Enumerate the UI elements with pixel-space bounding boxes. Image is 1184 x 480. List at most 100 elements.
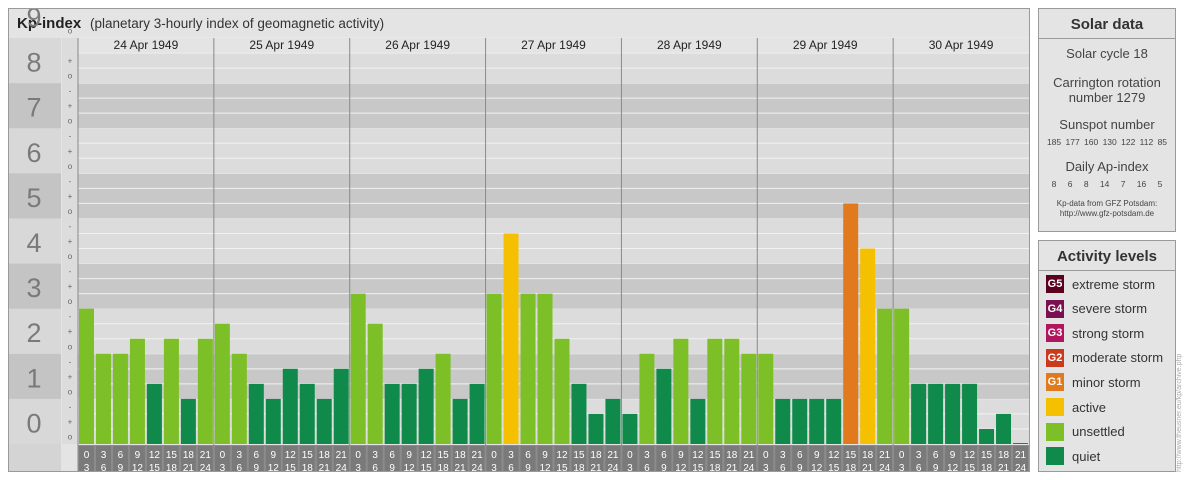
hour-cell [758, 446, 774, 471]
minor-mark: + [68, 417, 73, 426]
legend-swatch [1046, 447, 1064, 466]
y-tick-label: 9 [26, 9, 41, 32]
legend-item: unsettled [1046, 422, 1125, 441]
hour-end-label: 24 [1015, 463, 1027, 471]
hour-start-label: 3 [372, 450, 378, 461]
kp-bar [911, 383, 927, 444]
minor-mark: - [69, 312, 72, 321]
hour-start-label: 12 [828, 450, 840, 461]
kp-bar [95, 353, 111, 444]
hour-start-label: 18 [726, 450, 738, 461]
y-axis-cell [9, 398, 61, 444]
hour-cell [520, 446, 536, 471]
hour-start-label: 3 [780, 450, 786, 461]
hour-start-label: 18 [455, 450, 467, 461]
kp-bar [350, 293, 366, 444]
minor-mark: o [68, 387, 73, 396]
y-axis-cell [9, 353, 61, 399]
hour-start-label: 18 [183, 450, 195, 461]
hour-start-label: 21 [1015, 450, 1027, 461]
kp-bar [690, 398, 706, 444]
hour-cell [945, 446, 961, 471]
hour-end-label: 21 [183, 463, 195, 471]
kp-bar [622, 413, 638, 444]
kp-bar [826, 398, 842, 444]
hour-start-label: 0 [220, 450, 226, 461]
hour-end-label: 9 [254, 463, 260, 471]
kp-bar [112, 353, 128, 444]
y-axis-cell [9, 218, 61, 264]
hour-end-label: 21 [590, 463, 602, 471]
hour-end-label: 6 [372, 463, 378, 471]
hour-end-label: 6 [508, 463, 514, 471]
minor-mark: + [68, 282, 73, 291]
hour-cell [537, 446, 553, 471]
hour-cell [214, 446, 230, 471]
y-tick-label: 6 [26, 138, 41, 168]
solar-data-heading: Solar data [1039, 9, 1175, 39]
kp-bar [741, 353, 757, 444]
legend-item: quiet [1046, 447, 1101, 466]
activity-levels-panel: Activity levels G5 extreme storm G4 severe … [1038, 240, 1176, 472]
sunspot-heading: Sunspot number [1059, 117, 1155, 132]
hour-start-label: 3 [101, 450, 107, 461]
y-axis-cell [9, 173, 61, 219]
legend-item: G5 extreme storm [1046, 275, 1155, 293]
minor-mark: o [68, 26, 73, 35]
hour-cell [384, 446, 400, 471]
kp-band [78, 218, 1029, 264]
hour-start-label: 15 [438, 450, 450, 461]
kp-bar [758, 353, 774, 444]
hour-start-label: 0 [355, 450, 361, 461]
hour-start-label: 21 [336, 450, 348, 461]
hour-end-label: 24 [879, 463, 891, 471]
minor-mark: - [69, 357, 72, 366]
kp-bar [605, 398, 621, 444]
legend-swatch: G1 [1046, 373, 1064, 392]
kp-bar [520, 293, 536, 444]
ap-index-values: 8 6 8 14 7 16 5 [1051, 179, 1163, 189]
hour-start-label: 12 [285, 450, 297, 461]
kp-bar [452, 398, 468, 444]
hour-start-label: 12 [421, 450, 433, 461]
kp-bar [146, 383, 162, 444]
hour-end-label: 3 [763, 463, 769, 471]
hour-start-label: 3 [916, 450, 922, 461]
chart-subtitle: (planetary 3-hourly index of geomagnetic… [90, 16, 385, 31]
hour-end-label: 21 [862, 463, 874, 471]
hour-start-label: 6 [933, 450, 939, 461]
kp-bar [571, 383, 587, 444]
kp-bar [401, 383, 417, 444]
minor-mark: o [68, 432, 73, 441]
hour-start-label: 3 [508, 450, 514, 461]
hour-start-label: 15 [573, 450, 585, 461]
hour-start-label: 9 [135, 450, 141, 461]
kp-bar [537, 293, 553, 444]
kp-bar [996, 413, 1012, 444]
day-label: 29 Apr 1949 [793, 38, 858, 52]
hour-cell [605, 446, 621, 471]
hour-end-label: 21 [998, 463, 1010, 471]
minor-mark: + [68, 372, 73, 381]
legend-label: quiet [1072, 448, 1101, 464]
hour-start-label: 9 [678, 450, 684, 461]
hour-cell [129, 446, 145, 471]
hour-end-label: 9 [797, 463, 803, 471]
hour-start-label: 9 [406, 450, 412, 461]
hour-end-label: 18 [981, 463, 993, 471]
hour-end-label: 15 [556, 463, 568, 471]
hour-end-label: 18 [573, 463, 585, 471]
hour-start-label: 12 [149, 450, 161, 461]
legend-swatch: G5 [1046, 275, 1064, 293]
hour-end-label: 24 [336, 463, 348, 471]
hour-start-label: 6 [797, 450, 803, 461]
minor-mark: + [68, 147, 73, 156]
minor-mark: o [68, 207, 73, 216]
kp-bar [486, 293, 502, 444]
hour-cell [690, 446, 706, 471]
kp-bar [197, 338, 213, 444]
hour-start-label: 21 [200, 450, 212, 461]
kp-bar [809, 398, 825, 444]
hour-start-label: 12 [692, 450, 704, 461]
hour-end-label: 21 [319, 463, 331, 471]
